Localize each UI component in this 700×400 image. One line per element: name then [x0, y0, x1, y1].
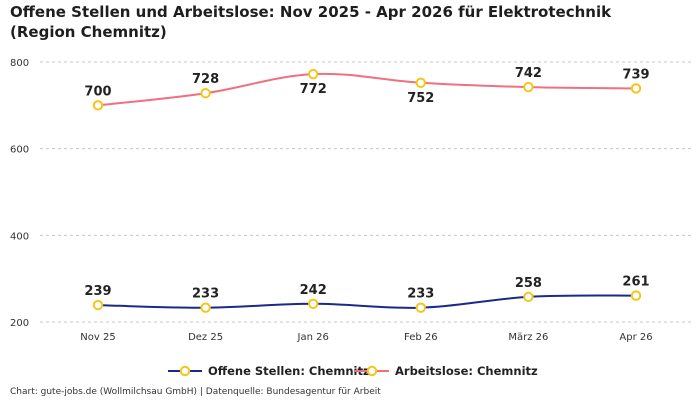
data-label: 258 — [515, 276, 542, 291]
data-label: 700 — [84, 84, 111, 99]
series-offene-stellen: 239 233 242 233 258 261 — [84, 275, 650, 313]
data-label: 233 — [407, 287, 434, 302]
data-label: 772 — [300, 82, 327, 97]
x-tick-label: Jan 26 — [297, 332, 329, 343]
data-label: 752 — [407, 91, 434, 106]
series-layer: 239 233 242 233 258 261 700 728 772 752 742 739 — [84, 66, 650, 313]
legend-swatch-marker — [366, 365, 378, 377]
legend-label: Arbeitslose: Chemnitz — [395, 364, 538, 378]
legend-item[interactable]: Arbeitslose: Chemnitz — [355, 364, 538, 378]
x-tick-label: Dez 25 — [188, 332, 223, 343]
x-tick-label: Apr 26 — [619, 332, 652, 343]
y-tick-label: 400 — [10, 231, 29, 242]
x-tick-label: Nov 25 — [80, 332, 115, 343]
data-point[interactable] — [630, 290, 642, 301]
series-arbeitslose: 700 728 772 752 742 739 — [84, 66, 650, 111]
data-point[interactable] — [200, 302, 211, 313]
data-point[interactable] — [630, 83, 642, 94]
footer-credit: Chart: gute-jobs.de (Wollmilchsau GmbH) … — [10, 387, 381, 397]
data-label: 239 — [84, 284, 111, 299]
data-point[interactable] — [523, 81, 534, 93]
x-tick-label: März 26 — [508, 332, 548, 343]
data-point[interactable] — [523, 291, 534, 303]
y-tick-label: 600 — [10, 145, 29, 156]
data-label: 233 — [192, 287, 219, 302]
y-tick-label: 200 — [10, 318, 29, 329]
y-axis: 200 400 600 800 — [10, 58, 29, 329]
data-point[interactable] — [415, 302, 426, 313]
data-label: 728 — [192, 72, 219, 87]
data-label: 739 — [622, 67, 649, 82]
legend: Offene Stellen: Chemnitz Arbeitslose: Che… — [168, 364, 538, 378]
x-axis: Nov 25 Dez 25 Jan 26 Feb 26 März 26 Apr 26 — [80, 332, 652, 343]
y-tick-label: 800 — [10, 58, 29, 69]
data-point[interactable] — [200, 88, 211, 99]
data-point[interactable] — [308, 68, 319, 80]
chart-title: Offene Stellen und Arbeitslose: Nov 2025… — [10, 3, 612, 41]
legend-label: Offene Stellen: Chemnitz — [208, 364, 370, 378]
grid-lines — [40, 61, 692, 323]
data-label: 261 — [622, 275, 649, 290]
series-line — [97, 294, 637, 309]
series-line — [97, 72, 637, 107]
data-point[interactable] — [92, 299, 104, 311]
data-label: 242 — [300, 283, 327, 298]
x-tick-label: Feb 26 — [404, 332, 438, 343]
data-point[interactable] — [92, 100, 104, 111]
data-label: 742 — [515, 66, 542, 81]
legend-item[interactable]: Offene Stellen: Chemnitz — [168, 364, 370, 378]
data-point[interactable] — [308, 298, 319, 309]
data-point[interactable] — [415, 77, 426, 89]
legend-swatch-marker — [179, 365, 191, 377]
